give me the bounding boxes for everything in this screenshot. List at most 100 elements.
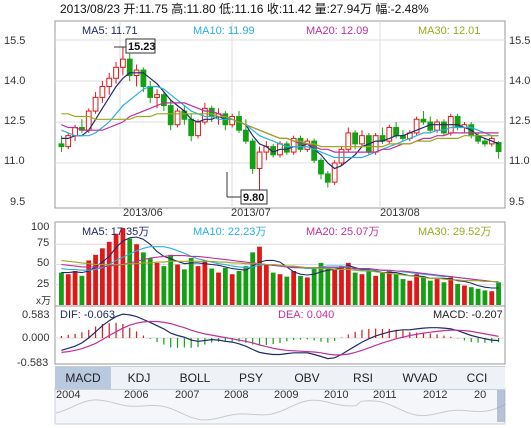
low-marker-box	[240, 189, 268, 205]
candle	[427, 121, 434, 131]
volume-ma10-legend: MA10: 22.23万	[193, 226, 266, 238]
volume-bar	[216, 272, 221, 305]
tab-boll[interactable]: BOLL	[179, 371, 211, 385]
volume-bar	[345, 262, 351, 305]
volume-bar	[65, 274, 71, 305]
volume-ma5-line	[61, 236, 499, 289]
volume-bar	[284, 276, 290, 305]
candle	[154, 94, 160, 98]
volume-bar	[277, 274, 283, 305]
candle	[495, 142, 502, 153]
volume-bar	[421, 276, 426, 305]
volume-bar	[236, 270, 242, 305]
candle	[126, 58, 133, 77]
volume-bar	[59, 272, 64, 305]
timeline-year: 2007	[175, 389, 200, 401]
candle	[386, 126, 393, 142]
price-ma10-line	[61, 85, 499, 159]
volume-bar	[468, 287, 474, 305]
volume-bar	[154, 262, 160, 305]
tab-kdj[interactable]: KDJ	[127, 371, 151, 385]
tab-obv[interactable]: OBV	[294, 371, 320, 385]
volume-bar	[373, 275, 379, 305]
candle	[482, 140, 488, 145]
timeline-year: 2011	[373, 389, 397, 401]
volume-bars	[59, 228, 501, 305]
candle	[106, 77, 113, 87]
tab-rsi[interactable]: RSI	[352, 371, 373, 385]
volume-bar	[441, 282, 447, 305]
tab-macd[interactable]: MACD	[55, 367, 111, 389]
candle	[331, 162, 338, 183]
volume-bar	[400, 279, 406, 305]
volume-bar	[188, 258, 194, 305]
candle	[113, 66, 119, 79]
candle	[65, 135, 72, 148]
volume-ytick: 25	[37, 278, 49, 290]
candle	[372, 135, 379, 153]
volume-ma20-line	[61, 255, 499, 283]
tab-psy[interactable]: PSY	[238, 371, 263, 385]
candle	[174, 110, 181, 126]
candle	[58, 143, 65, 148]
timeline-price-sparkline	[55, 399, 507, 421]
volume-ma30-legend: MA30: 29.52万	[418, 226, 491, 238]
price-ma5-legend: MA5: 11.71	[82, 25, 137, 37]
volume-bar	[462, 285, 467, 305]
price-ytick-right: 15.5	[509, 35, 530, 47]
candle	[352, 132, 359, 145]
volume-bar	[332, 269, 338, 305]
candle	[393, 126, 400, 137]
price-ytick-right: 14.0	[509, 75, 530, 87]
candle	[338, 148, 345, 164]
price-ma-lines	[61, 72, 499, 170]
candle	[195, 121, 201, 137]
volume-ma20-legend: MA20: 25.07万	[306, 226, 379, 238]
candle	[359, 135, 365, 145]
volume-bar	[229, 274, 235, 305]
quote-summary: 2013/08/23 开:11.75 高:11.80 低:11.16 收:11.…	[60, 1, 429, 16]
volume-bar	[120, 228, 126, 305]
price-ma10-legend: MA10: 11.99	[193, 25, 255, 37]
candle	[92, 96, 99, 112]
volume-ma30-line	[61, 259, 499, 283]
candle	[167, 105, 174, 126]
price-ma20-legend: MA20: 12.09	[306, 25, 368, 37]
volume-ytick: 100	[31, 221, 49, 233]
price-ytick-right: 9.5	[509, 196, 524, 208]
macd-value-legend: MACD: -0.207	[433, 309, 503, 321]
volume-bar	[448, 277, 454, 305]
candle	[290, 137, 297, 153]
volume-bar	[393, 274, 399, 305]
price-ma30-legend: MA30: 12.01	[418, 25, 480, 37]
volume-bar	[427, 280, 433, 305]
candle	[441, 121, 447, 134]
price-ma5-line	[61, 72, 499, 170]
timeline-range-handle[interactable]	[497, 390, 505, 422]
volume-ytick: 50	[37, 257, 49, 269]
volume-bar	[243, 266, 249, 305]
volume-bar	[386, 270, 392, 305]
candle	[256, 151, 263, 169]
volume-bar	[175, 264, 180, 305]
date-tick: 2013/07	[231, 207, 271, 219]
tab-wvad[interactable]: WVAD	[402, 371, 438, 385]
timeline-year: 2009	[274, 389, 299, 401]
candle	[147, 85, 154, 98]
volume-bar	[318, 262, 324, 305]
tab-cci[interactable]: CCI	[466, 371, 488, 385]
volume-bar	[380, 272, 385, 305]
volume-ma5-legend: MA5: 17.35万	[82, 226, 149, 238]
price-ytick-left: 9.5	[10, 196, 25, 208]
candle	[324, 173, 331, 183]
volume-bar	[311, 268, 317, 305]
price-ytick-left: 14.0	[4, 75, 25, 87]
volume-bar	[222, 267, 228, 305]
high-marker-label: 15.23	[128, 41, 156, 53]
volume-bar	[257, 246, 262, 305]
candle	[318, 159, 324, 175]
volume-unit: x万	[36, 296, 51, 307]
candle	[99, 85, 106, 98]
date-tick: 2013/08	[380, 207, 420, 219]
